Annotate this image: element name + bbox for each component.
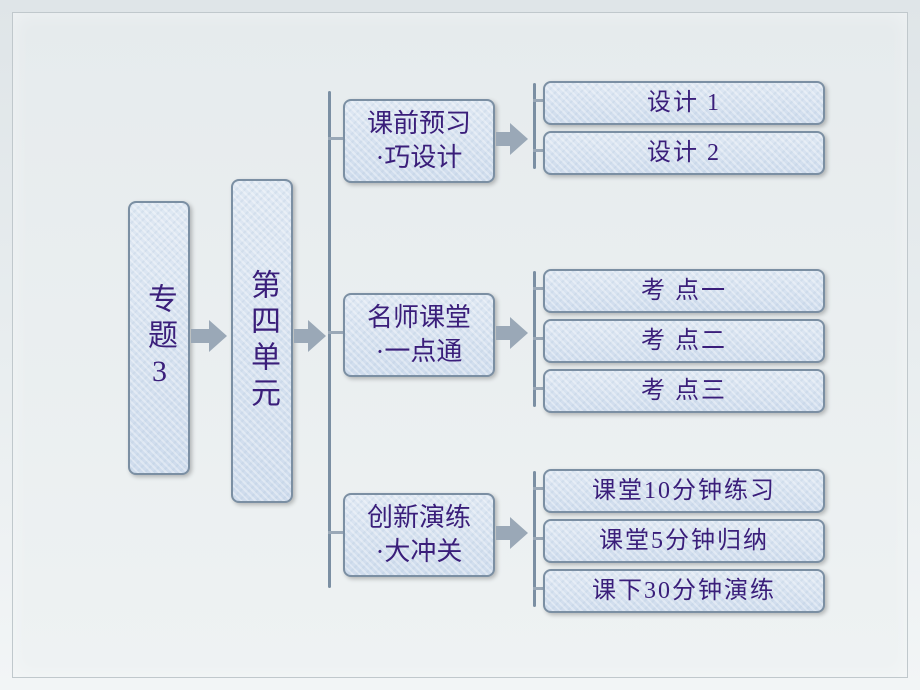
leaf-8: 课下30分钟演练	[543, 569, 825, 613]
leaf-2-label: 设计 2	[647, 140, 721, 166]
conn-sb3-a	[533, 487, 543, 490]
conn-bracket-s2	[328, 331, 343, 334]
leaf-7: 课堂5分钟归纳	[543, 519, 825, 563]
section-3-line2: ·大冲关	[376, 535, 463, 569]
conn-sb3-b	[533, 537, 543, 540]
leaf-6: 课堂10分钟练习	[543, 469, 825, 513]
leaf-3-label: 考 点一	[641, 278, 727, 304]
conn-bracket-s3	[328, 531, 343, 534]
arrow-s3-head	[510, 517, 528, 549]
arrow-l0-l1-body	[191, 329, 209, 343]
conn-sb2-c	[533, 387, 543, 390]
node-section-3: 创新演练 ·大冲关	[343, 493, 495, 577]
node-section-2: 名师课堂 ·一点通	[343, 293, 495, 377]
leaf-7-label: 课堂5分钟归纳	[599, 528, 769, 554]
section-1-line1: 课前预习	[367, 107, 471, 141]
arrow-l0-l1-head	[209, 320, 227, 352]
leaf-5-label: 考 点三	[641, 378, 727, 404]
leaf-5: 考 点三	[543, 369, 825, 413]
arrow-s3-body	[496, 526, 510, 540]
arrow-s1-head	[510, 123, 528, 155]
conn-sb1-a	[533, 99, 543, 102]
section-2-line1: 名师课堂	[367, 301, 471, 335]
main-bracket	[328, 91, 331, 588]
leaf-1: 设计 1	[543, 81, 825, 125]
arrow-l1-bracket-body	[294, 329, 308, 343]
leaf-2: 设计 2	[543, 131, 825, 175]
conn-sb3-c	[533, 587, 543, 590]
section-1-line2: ·巧设计	[376, 141, 463, 175]
leaf-1-label: 设计 1	[647, 90, 721, 116]
node-unit: 第四单元	[231, 179, 293, 503]
conn-sb2-b	[533, 337, 543, 340]
node-unit-label: 第四单元	[240, 269, 284, 413]
arrow-s2-head	[510, 317, 528, 349]
node-topic-label: 专题3	[137, 283, 181, 394]
node-topic: 专题3	[128, 201, 190, 475]
panel: 专题3 第四单元 课前预习 ·巧设计 名师课堂 ·一点通 创新演练 ·大冲关	[12, 12, 908, 678]
arrow-l1-bracket-head	[308, 320, 326, 352]
leaf-3: 考 点一	[543, 269, 825, 313]
conn-bracket-s1	[328, 137, 343, 140]
arrow-s2-body	[496, 326, 510, 340]
arrow-s1-body	[496, 132, 510, 146]
conn-sb2-a	[533, 287, 543, 290]
section-2-line2: ·一点通	[376, 335, 463, 369]
leaf-6-label: 课堂10分钟练习	[592, 478, 776, 504]
leaf-4: 考 点二	[543, 319, 825, 363]
node-section-1: 课前预习 ·巧设计	[343, 99, 495, 183]
section-3-line1: 创新演练	[367, 501, 471, 535]
conn-sb1-b	[533, 149, 543, 152]
leaf-8-label: 课下30分钟演练	[592, 578, 776, 604]
leaf-4-label: 考 点二	[641, 328, 727, 354]
sub-bracket-1	[533, 83, 536, 169]
